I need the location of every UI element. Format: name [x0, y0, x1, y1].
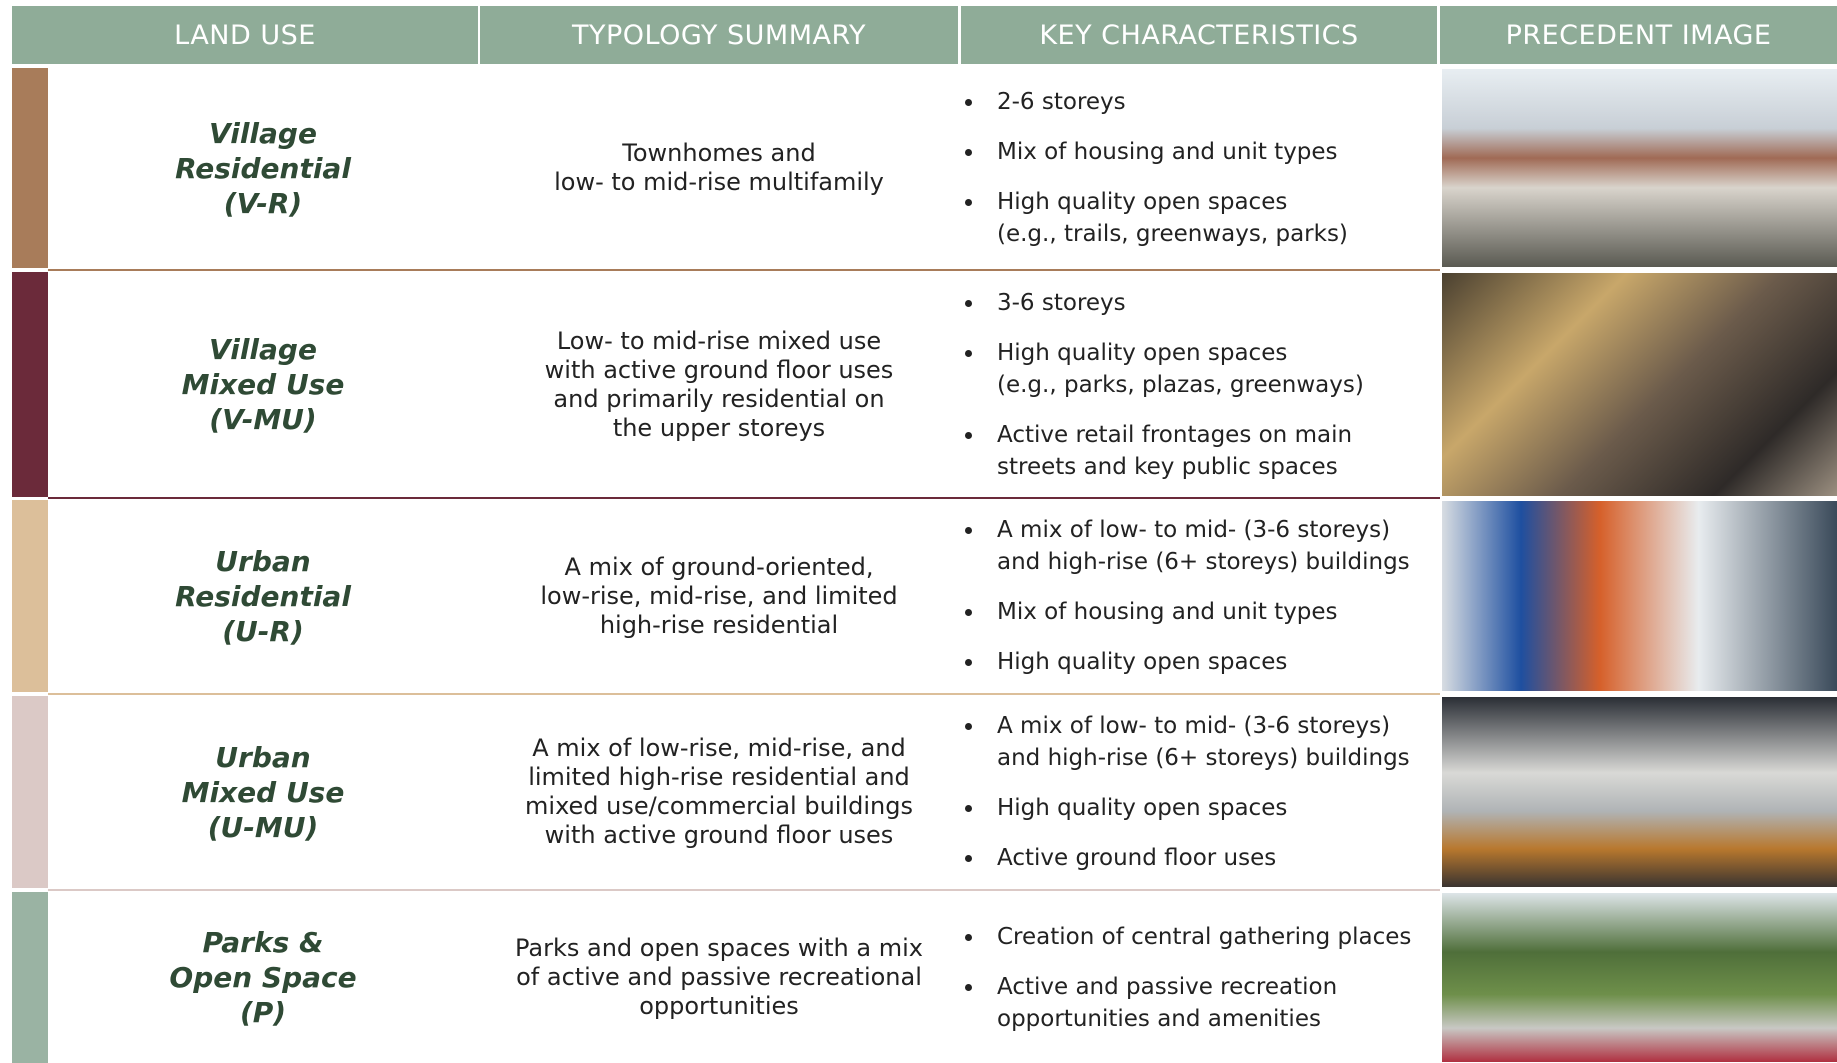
row-color-strip — [12, 272, 48, 497]
land-use-line: (U-MU) — [207, 810, 319, 844]
row-separator — [48, 693, 1440, 695]
characteristic-line: and high-rise (6+ storeys) buildings — [997, 745, 1410, 771]
precedent-image — [1442, 697, 1837, 887]
land-use-cell: Urban Mixed Use (U-MU) — [48, 696, 478, 888]
characteristics-cell: A mix of low- to mid- (3-6 storeys) and h… — [961, 500, 1437, 692]
characteristic-item: A mix of low- to mid- (3-6 storeys) and h… — [961, 710, 1410, 774]
characteristic-line: Mix of housing and unit types — [997, 599, 1338, 625]
characteristic-line: Creation of central gathering places — [997, 923, 1412, 950]
land-use-line: Parks & — [202, 926, 324, 959]
land-use-line: Residential — [175, 579, 351, 613]
land-use-line: Urban — [215, 544, 311, 578]
column-header: KEY CHARACTERISTICS — [961, 6, 1437, 64]
typology-line: mixed use/commercial buildings — [525, 792, 913, 820]
characteristic-line: (e.g., parks, plazas, greenways) — [997, 371, 1364, 398]
characteristic-item: Active and passive recreation opportuniti… — [961, 971, 1337, 1035]
land-use-line: Village — [209, 116, 317, 150]
characteristic-line: High quality open spaces — [997, 339, 1288, 366]
characteristic-line: High quality open spaces — [997, 795, 1288, 821]
land-use-cell: Parks & Open Space (P) — [48, 892, 478, 1063]
land-use-line: (U-R) — [222, 614, 304, 648]
characteristic-item: Creation of central gathering places — [961, 921, 1411, 953]
characteristics-cell: A mix of low- to mid- (3-6 storeys) and h… — [961, 696, 1437, 888]
row-separator — [48, 269, 1440, 271]
characteristic-line: 2-6 storeys — [997, 89, 1126, 115]
characteristic-item: High quality open spaces — [961, 646, 1287, 678]
characteristic-line: 3-6 storeys — [997, 289, 1126, 316]
land-use-cell: Village Residential (V-R) — [48, 68, 478, 268]
characteristic-item: 3-6 storeys — [961, 287, 1126, 319]
land-use-line: (P) — [239, 996, 287, 1029]
land-use-line: Mixed Use — [181, 368, 345, 401]
characteristic-line: Active retail frontages on main — [997, 421, 1353, 448]
land-use-line: Village — [209, 333, 317, 366]
characteristics-cell: 3-6 storeys High quality open spaces (e.g.… — [961, 272, 1437, 497]
land-use-cell: Village Mixed Use (V-MU) — [48, 272, 478, 497]
row-color-strip — [12, 892, 48, 1063]
characteristic-line: High quality open spaces — [997, 649, 1288, 675]
characteristic-item: 2-6 storeys — [961, 86, 1126, 118]
typology-line: with active ground floor uses — [544, 821, 894, 849]
typology-line: low- to mid-rise multifamily — [554, 168, 884, 196]
row-color-strip — [12, 68, 48, 268]
typology-line: of active and passive recreational — [516, 963, 922, 991]
characteristic-item: High quality open spaces — [961, 792, 1287, 824]
land-use-line: Mixed Use — [181, 775, 345, 809]
typology-line: the upper storeys — [612, 413, 826, 442]
characteristic-item: Mix of housing and unit types — [961, 596, 1338, 628]
precedent-image — [1442, 69, 1837, 267]
characteristic-item: Mix of housing and unit types — [961, 136, 1338, 168]
characteristics-cell: Creation of central gathering places Acti… — [961, 892, 1437, 1063]
characteristic-line: Active ground floor uses — [997, 845, 1277, 871]
characteristics-cell: 2-6 storeys Mix of housing and unit types… — [961, 68, 1437, 268]
typology-cell: Townhomes and low- to mid-rise multifamil… — [480, 68, 958, 268]
typology-line: A mix of low-rise, mid-rise, and — [532, 734, 906, 762]
characteristic-item: High quality open spaces (e.g., trails, g… — [961, 186, 1348, 250]
typology-line: with active ground floor uses — [544, 355, 894, 384]
characteristic-line: High quality open spaces — [997, 189, 1288, 215]
typology-cell: A mix of low-rise, mid-rise, and limited … — [480, 696, 958, 888]
precedent-image — [1442, 501, 1837, 691]
typology-line: and primarily residential on — [553, 384, 885, 413]
row-separator — [48, 889, 1440, 891]
typology-line: Townhomes and — [622, 139, 816, 167]
typology-cell: A mix of ground-oriented, low-rise, mid-r… — [480, 500, 958, 692]
land-use-line: Open Space — [169, 961, 357, 994]
typology-line: A mix of ground-oriented, — [564, 552, 874, 581]
column-header: PRECEDENT IMAGE — [1440, 6, 1837, 64]
characteristic-line: Active and passive recreation — [997, 973, 1338, 1000]
land-use-line: (V-R) — [223, 186, 303, 220]
typology-line: low-rise, mid-rise, and limited — [540, 581, 898, 610]
characteristic-item: Active ground floor uses — [961, 842, 1276, 874]
typology-line: opportunities — [639, 992, 799, 1020]
characteristic-line: streets and key public spaces — [997, 453, 1338, 480]
typology-line: high-rise residential — [599, 610, 839, 639]
typology-line: Parks and open spaces with a mix — [515, 934, 923, 962]
characteristic-item: High quality open spaces (e.g., parks, pl… — [961, 337, 1364, 401]
characteristic-line: A mix of low- to mid- (3-6 storeys) — [997, 713, 1391, 739]
typology-cell: Parks and open spaces with a mix of activ… — [480, 892, 958, 1063]
row-color-strip — [12, 500, 48, 692]
row-separator — [48, 497, 1440, 499]
column-header: TYPOLOGY SUMMARY — [480, 6, 958, 64]
characteristic-item: A mix of low- to mid- (3-6 storeys) and h… — [961, 514, 1410, 578]
column-header: LAND USE — [12, 6, 478, 64]
land-use-line: (V-MU) — [209, 403, 317, 436]
land-use-line: Residential — [175, 151, 351, 185]
typology-cell: Low- to mid-rise mixed use with active gr… — [480, 272, 958, 497]
precedent-image — [1442, 893, 1837, 1062]
characteristic-item: Active retail frontages on main streets a… — [961, 419, 1352, 483]
characteristic-line: (e.g., trails, greenways, parks) — [997, 221, 1348, 247]
land-use-cell: Urban Residential (U-R) — [48, 500, 478, 692]
characteristic-line: and high-rise (6+ storeys) buildings — [997, 549, 1410, 575]
characteristic-line: opportunities and amenities — [997, 1005, 1321, 1032]
row-color-strip — [12, 696, 48, 888]
land-use-line: Urban — [215, 740, 311, 774]
characteristic-line: A mix of low- to mid- (3-6 storeys) — [997, 517, 1391, 543]
typology-line: limited high-rise residential and — [528, 763, 910, 791]
characteristic-line: Mix of housing and unit types — [997, 139, 1338, 165]
precedent-image — [1442, 273, 1837, 496]
typology-line: Low- to mid-rise mixed use — [556, 326, 882, 355]
